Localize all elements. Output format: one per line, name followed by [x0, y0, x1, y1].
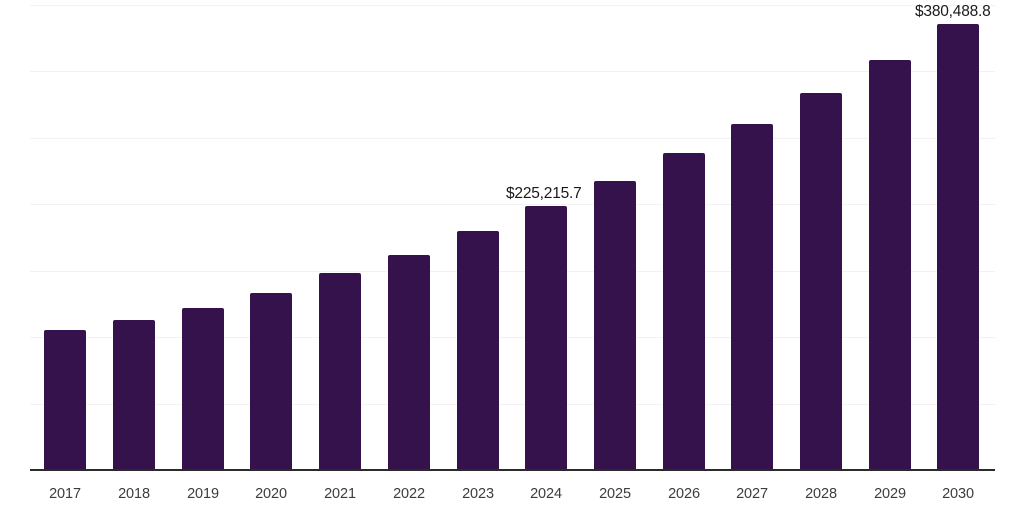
bar-2029[interactable]: [869, 60, 911, 469]
bar-2022[interactable]: [388, 255, 430, 469]
x-axis-line: [30, 469, 995, 471]
gridline: [30, 404, 995, 405]
bar-2021[interactable]: [319, 273, 361, 469]
bar-2023[interactable]: [457, 231, 499, 469]
x-tick-2019: 2019: [187, 486, 219, 502]
x-tick-2023: 2023: [462, 486, 494, 502]
gridline: [30, 271, 995, 272]
x-tick-2024: 2024: [530, 486, 562, 502]
x-tick-2025: 2025: [599, 486, 631, 502]
gridline: [30, 204, 995, 205]
gridline: [30, 138, 995, 139]
bar-2027[interactable]: [731, 124, 773, 469]
x-tick-2028: 2028: [805, 486, 837, 502]
data-label-2030: $380,488.8: [915, 3, 991, 20]
x-tick-2027: 2027: [736, 486, 768, 502]
bar-2024[interactable]: [525, 206, 567, 469]
gridline: [30, 337, 995, 338]
bar-2028[interactable]: [800, 93, 842, 469]
bar-2025[interactable]: [594, 181, 636, 469]
x-tick-2017: 2017: [49, 486, 81, 502]
x-tick-2018: 2018: [118, 486, 150, 502]
x-tick-2030: 2030: [942, 486, 974, 502]
bar-2019[interactable]: [182, 308, 224, 469]
x-tick-2021: 2021: [324, 486, 356, 502]
bar-2026[interactable]: [663, 153, 705, 469]
x-tick-2020: 2020: [255, 486, 287, 502]
bar-2030[interactable]: [937, 24, 979, 469]
x-tick-2022: 2022: [393, 486, 425, 502]
bar-2020[interactable]: [250, 293, 292, 469]
bar-2017[interactable]: [44, 330, 86, 469]
bar-2018[interactable]: [113, 320, 155, 469]
gridline: [30, 5, 995, 6]
x-tick-2029: 2029: [874, 486, 906, 502]
data-label-2024: $225,215.7: [506, 185, 582, 202]
gridline: [30, 71, 995, 72]
x-tick-2026: 2026: [668, 486, 700, 502]
